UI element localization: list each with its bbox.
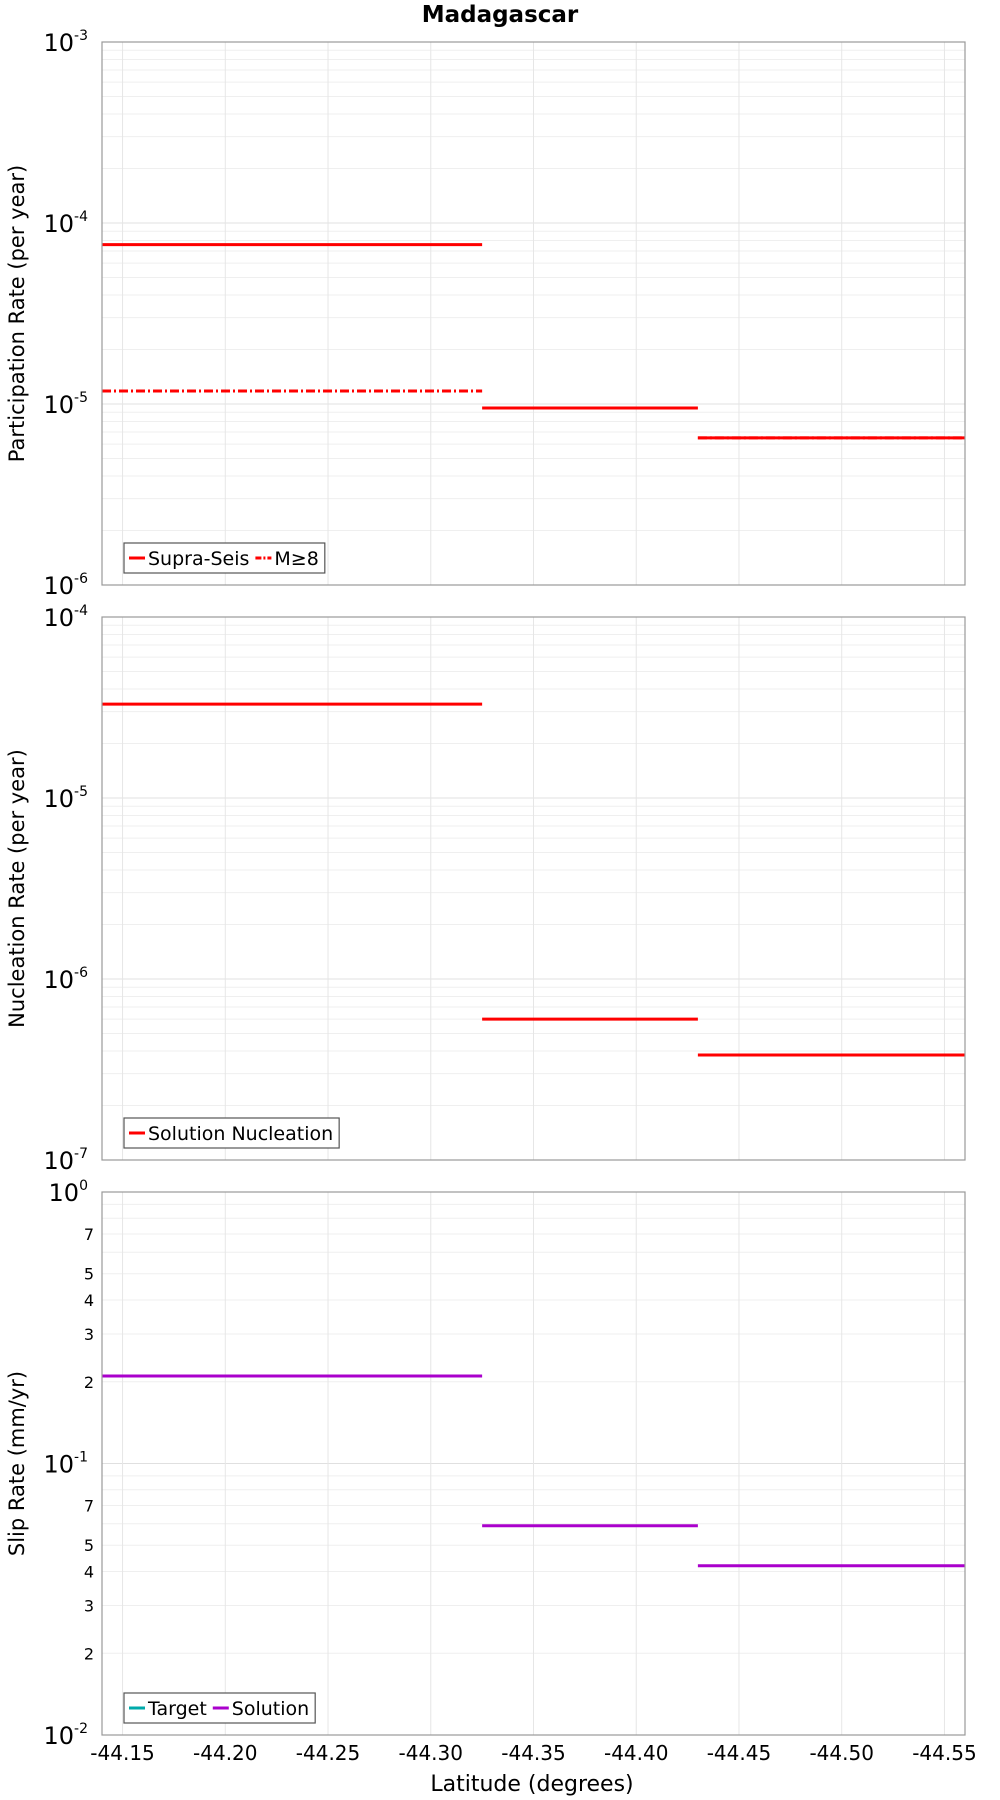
y-tick-label: 10-6 <box>43 965 88 994</box>
x-axis-label: Latitude (degrees) <box>430 1772 633 1797</box>
x-tick-label: -44.30 <box>399 1741 463 1765</box>
y-minor-tick-label: 5 <box>84 1536 94 1555</box>
y-tick-label: 10-3 <box>43 28 88 57</box>
y-tick-label: 100 <box>49 1178 88 1207</box>
x-axis: -44.15 -44.20 -44.25 -44.30 -44.35 -44.40 -44.… <box>90 1741 976 1765</box>
y-minor-tick-label: 3 <box>84 1325 94 1344</box>
y-minor-tick-label: 5 <box>84 1265 94 1284</box>
y-axis-label: Participation Rate (per year) <box>5 165 29 462</box>
y-tick-label: 10-7 <box>43 1146 88 1175</box>
y-minor-tick-label: 4 <box>84 1291 94 1310</box>
y-minor-tick-label: 4 <box>84 1563 94 1582</box>
legend: Supra-Seis M≥8 <box>123 542 326 574</box>
plot-frame <box>101 1191 966 1736</box>
legend-item-label: Supra-Seis <box>148 548 249 570</box>
chart-title: Madagascar <box>422 2 579 28</box>
panels: 10-3 10-4 10-5 10-6 Participation Rate (per … <box>5 28 966 1750</box>
y-minor-tick-label: 2 <box>84 1644 94 1663</box>
y-axis-label: Slip Rate (mm/yr) <box>5 1371 29 1556</box>
legend: Target Solution <box>123 1692 316 1724</box>
legend-item-label: Solution Nucleation <box>148 1123 333 1145</box>
legend-frame <box>123 1117 340 1149</box>
x-tick-label: -44.50 <box>809 1741 873 1765</box>
x-tick-label: -44.45 <box>707 1741 771 1765</box>
x-tick-label: -44.35 <box>501 1741 565 1765</box>
y-tick-label: 10-6 <box>43 571 88 600</box>
legend-frame <box>123 542 326 574</box>
legend-item-label: Target <box>147 1698 207 1720</box>
x-tick-label: -44.25 <box>296 1741 360 1765</box>
legend-item-label: M≥8 <box>274 548 318 570</box>
y-tick-label: 10-2 <box>43 1721 88 1750</box>
y-minor-tick-label: 3 <box>84 1596 94 1615</box>
plot-frame <box>101 41 966 586</box>
panel-1: 10-3 10-4 10-5 10-6 Participation Rate (per … <box>5 28 966 600</box>
y-tick-label: 10-5 <box>43 784 88 813</box>
x-tick-label: -44.20 <box>193 1741 257 1765</box>
y-tick-label: 10-1 <box>43 1450 88 1479</box>
legend: Solution Nucleation <box>123 1117 340 1149</box>
y-tick-label: 10-4 <box>43 209 88 238</box>
x-tick-label: -44.55 <box>912 1741 976 1765</box>
y-minor-tick-label: 2 <box>84 1373 94 1392</box>
x-tick-label: -44.40 <box>604 1741 668 1765</box>
y-tick-label: 10-4 <box>43 603 88 632</box>
y-axis-label: Nucleation Rate (per year) <box>5 749 29 1028</box>
plot-frame <box>101 616 966 1161</box>
panel-3: 100 10-1 10-2 7 5 4 3 2 7 5 4 3 2 Slip Rate (mm/yr) Ta… <box>5 1178 966 1750</box>
y-minor-tick-label: 7 <box>84 1225 94 1244</box>
y-minor-tick-label: 7 <box>84 1497 94 1516</box>
legend-item-label: Solution <box>232 1698 309 1720</box>
y-tick-label: 10-5 <box>43 390 88 419</box>
x-tick-label: -44.15 <box>90 1741 154 1765</box>
panel-2: 10-4 10-5 10-6 10-7 Nucleation Rate (per yea… <box>5 603 966 1175</box>
